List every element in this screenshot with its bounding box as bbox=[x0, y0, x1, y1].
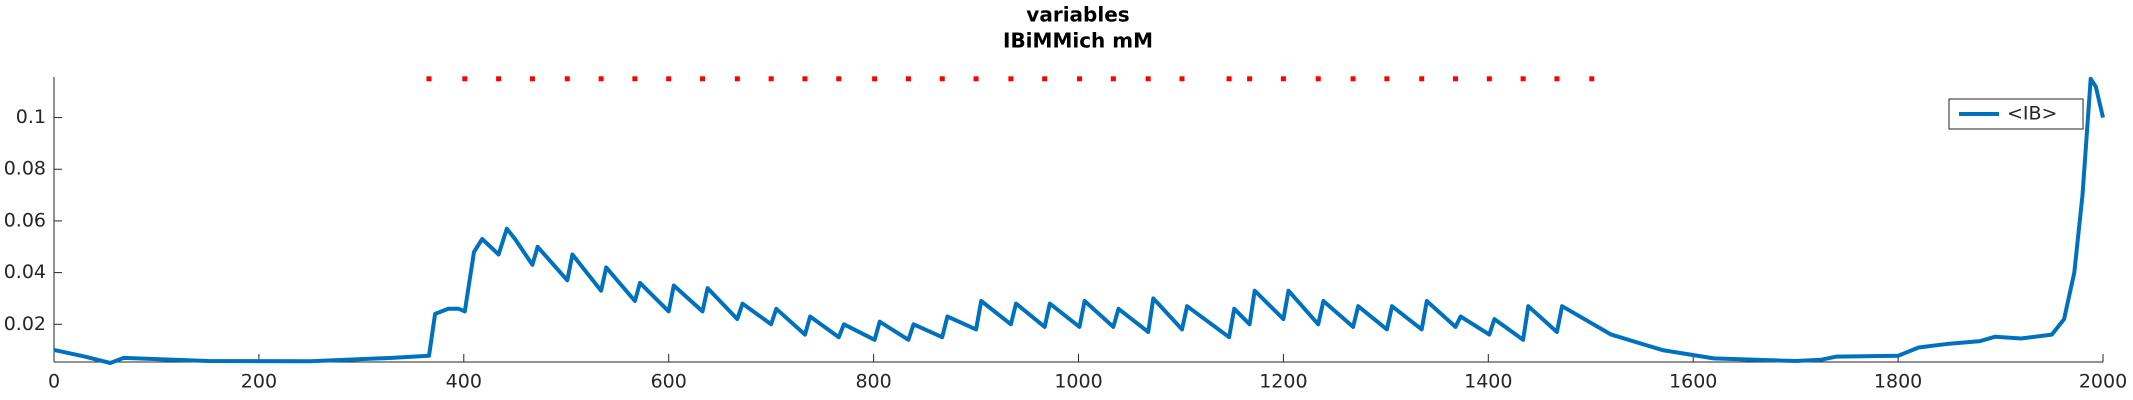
marker bbox=[598, 76, 604, 82]
marker bbox=[1589, 76, 1595, 82]
marker bbox=[1554, 76, 1560, 82]
y-tick-label: 0.04 bbox=[4, 261, 46, 283]
marker bbox=[1008, 76, 1014, 82]
marker bbox=[1453, 76, 1459, 82]
marker bbox=[973, 76, 979, 82]
x-tick-label: 1200 bbox=[1259, 371, 1307, 393]
chart-title: variables bbox=[1026, 3, 1129, 27]
marker bbox=[939, 76, 945, 82]
legend-label: <IB> bbox=[2007, 103, 2057, 125]
marker bbox=[1350, 76, 1356, 82]
marker bbox=[1226, 76, 1232, 82]
marker bbox=[529, 76, 535, 82]
y-tick-label: 0.02 bbox=[4, 313, 46, 335]
marker bbox=[1384, 76, 1390, 82]
marker bbox=[1247, 76, 1253, 82]
y-tick-label: 0.1 bbox=[16, 106, 46, 128]
marker bbox=[802, 76, 808, 82]
marker bbox=[1110, 76, 1116, 82]
x-tick-label: 1600 bbox=[1669, 371, 1717, 393]
marker bbox=[1077, 76, 1083, 82]
marker bbox=[632, 76, 638, 82]
x-tick-label: 600 bbox=[651, 371, 687, 393]
marker bbox=[564, 76, 570, 82]
x-tick-label: 1400 bbox=[1464, 371, 1512, 393]
marker bbox=[700, 76, 706, 82]
marker bbox=[836, 76, 842, 82]
marker bbox=[666, 76, 672, 82]
marker bbox=[734, 76, 740, 82]
marker bbox=[1280, 76, 1286, 82]
marker bbox=[1486, 76, 1492, 82]
y-tick-label: 0.08 bbox=[4, 158, 46, 180]
chart-subtitle: IBiMMich mM bbox=[1003, 29, 1153, 53]
marker bbox=[1315, 76, 1321, 82]
marker bbox=[768, 76, 774, 82]
marker bbox=[1042, 76, 1048, 82]
series-line bbox=[53, 76, 2105, 365]
marker bbox=[496, 76, 502, 82]
legend-box bbox=[1948, 98, 2084, 130]
marker bbox=[872, 76, 878, 82]
y-tick-label: 0.06 bbox=[4, 209, 46, 231]
x-tick-label: 2000 bbox=[2079, 371, 2127, 393]
marker bbox=[1179, 76, 1185, 82]
marker bbox=[905, 76, 911, 82]
marker bbox=[426, 76, 432, 82]
marker bbox=[1145, 76, 1151, 82]
marker bbox=[1419, 76, 1425, 82]
x-tick-label: 1800 bbox=[1874, 371, 1922, 393]
x-tick-label: 1000 bbox=[1054, 371, 1102, 393]
marker bbox=[1520, 76, 1526, 82]
x-tick-label: 400 bbox=[446, 371, 482, 393]
marker bbox=[462, 76, 468, 82]
x-tick-label: 800 bbox=[855, 371, 891, 393]
x-tick-label: 200 bbox=[241, 371, 277, 393]
x-tick-label: 0 bbox=[48, 371, 60, 393]
